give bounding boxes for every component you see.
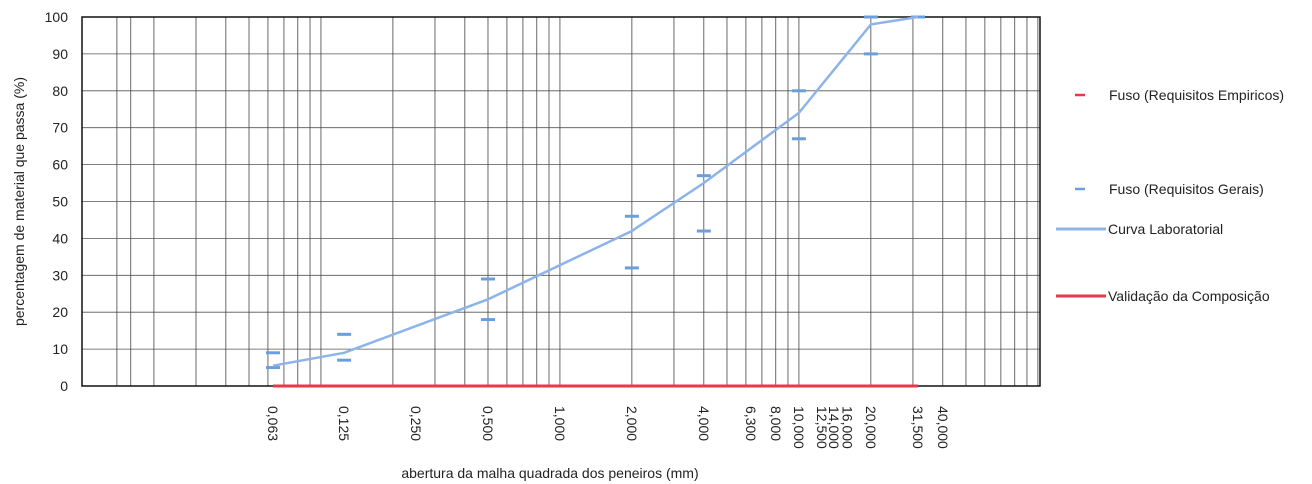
x-tick-label: 0,250	[408, 406, 424, 441]
y-tick-label: 40	[52, 230, 68, 246]
x-tick-label: 8,000	[768, 406, 784, 441]
legend-label: Validação da Composição	[1108, 288, 1270, 304]
x-tick-label: 0,125	[336, 406, 352, 441]
series-2	[272, 15, 919, 367]
x-axis-title: abertura da malha quadrada dos peneiros …	[401, 465, 698, 481]
legend-label: Fuso (Requisitos Empiricos)	[1109, 87, 1284, 103]
y-axis-title: percentagem de material que passa (%)	[11, 77, 27, 326]
y-tick-label: 20	[52, 304, 68, 320]
y-tick-label: 90	[52, 46, 68, 62]
x-tick-label: 16,000	[840, 406, 856, 449]
y-tick-label: 0	[60, 378, 68, 394]
series-layer	[266, 15, 925, 388]
x-tick-label: 20,000	[863, 406, 879, 449]
series-1	[266, 15, 925, 370]
x-tick-label: 12,500	[814, 406, 830, 449]
x-tick-label: 14,000	[826, 406, 842, 449]
x-tick-label: 0,063	[265, 406, 281, 441]
x-tick-label: 40,000	[935, 406, 951, 449]
plot-grid	[82, 16, 1040, 387]
x-tick-label: 0,500	[480, 406, 496, 441]
legend-label: Fuso (Requisitos Gerais)	[1109, 181, 1264, 197]
y-axis-ticks: 0 10 20 30 40 50 60 70 80 90 100	[45, 9, 69, 394]
y-tick-label: 50	[52, 194, 68, 210]
y-tick-label: 70	[52, 120, 68, 136]
x-tick-label: 4,000	[696, 406, 712, 441]
legend: Fuso (Requisitos Empiricos) Fuso (Requisi…	[1056, 87, 1284, 304]
x-tick-label: 1,000	[552, 406, 568, 441]
x-tick-label: 31,500	[910, 406, 926, 449]
y-tick-label: 60	[52, 157, 68, 173]
y-tick-label: 100	[45, 9, 69, 25]
x-tick-label: 6,300	[743, 406, 759, 441]
y-tick-label: 80	[52, 83, 68, 99]
series-line	[272, 15, 919, 367]
x-axis-ticks: 0,063 0,125 0,250 0,500 1,000 2,000 4,000 6,300…	[265, 406, 951, 449]
y-tick-label: 30	[52, 267, 68, 283]
y-tick-label: 10	[52, 341, 68, 357]
x-tick-label: 10,000	[791, 406, 807, 449]
x-tick-label: 2,000	[624, 406, 640, 441]
legend-label: Curva Laboratorial	[1108, 221, 1223, 237]
